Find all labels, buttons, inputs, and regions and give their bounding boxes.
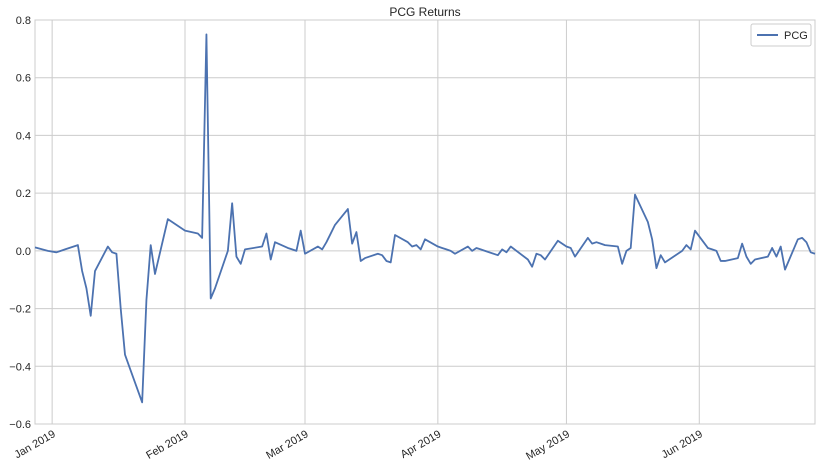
y-axis-ticks: −0.6 −0.4 −0.2 0.0 0.2 0.4 0.6 0.8 <box>9 15 31 431</box>
y-tick-label: 0.0 <box>16 246 31 258</box>
plot-area <box>34 19 816 425</box>
x-tick-label: Jan 2019 <box>12 428 57 461</box>
series-group <box>34 33 816 404</box>
series-line-pcg <box>34 33 816 404</box>
x-tick-label: Jun 2019 <box>660 428 705 461</box>
x-tick-label: Feb 2019 <box>144 428 190 462</box>
x-tick-label: Mar 2019 <box>264 428 310 462</box>
x-axis-ticks: Jan 2019 Feb 2019 Mar 2019 Apr 2019 May 2019… <box>12 428 704 463</box>
y-tick-label: 0.4 <box>16 130 31 142</box>
y-tick-label: −0.4 <box>9 361 31 373</box>
y-tick-label: 0.6 <box>16 73 31 85</box>
x-tick-label: Apr 2019 <box>399 428 444 461</box>
y-tick-label: −0.2 <box>9 304 31 316</box>
y-tick-label: 0.8 <box>16 15 31 27</box>
x-tick-label: May 2019 <box>524 428 572 463</box>
legend: PCG <box>750 23 812 47</box>
chart-title: PCG Returns <box>389 5 460 19</box>
legend-label-pcg: PCG <box>784 30 808 42</box>
grid-lines <box>35 19 815 425</box>
y-tick-label: −0.6 <box>9 419 31 431</box>
y-tick-label: 0.2 <box>16 188 31 200</box>
legend-box <box>750 23 812 47</box>
